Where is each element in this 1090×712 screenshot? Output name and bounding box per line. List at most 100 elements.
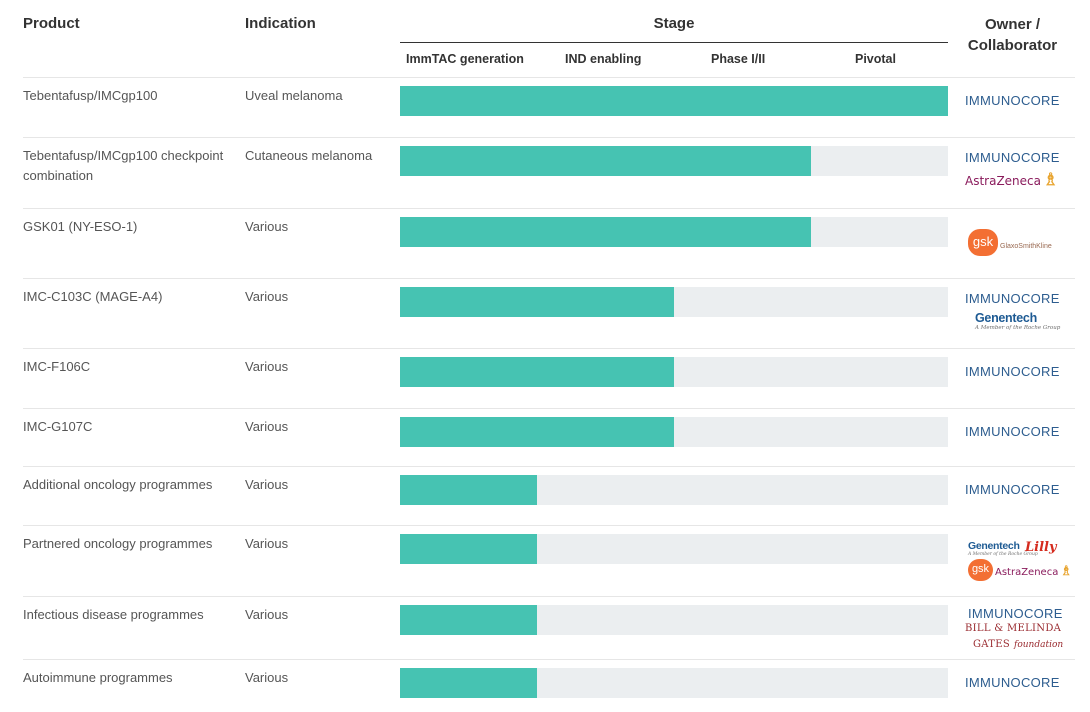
table-row: IMC-C103C (MAGE-A4) Various IMMUNOCORE Gene… (0, 279, 1090, 349)
indication: Various (245, 289, 289, 304)
row-separator (23, 137, 1075, 138)
row-separator (23, 77, 1075, 78)
immunocore-logo: IMMUNOCORE (965, 150, 1060, 165)
genentech-logo-text: Genentech (975, 311, 1037, 325)
gates-logo-line1: BILL & MELINDA (965, 623, 1062, 634)
genentech-logo: Genentech A Member of the Roche Group (975, 311, 1060, 331)
genentech-logo-text: Genentech (968, 540, 1020, 552)
row-separator (23, 466, 1075, 467)
stage-bar-track (400, 605, 948, 635)
astrazeneca-logo: AstraZeneca ♗ (965, 170, 1058, 190)
indication: Various (245, 536, 289, 551)
stage-bar (400, 475, 537, 505)
stage-bar (400, 534, 537, 564)
header-product: Product (23, 15, 80, 32)
row-separator (23, 408, 1075, 409)
row-separator (23, 596, 1075, 597)
table-row: Partnered oncology programmes Various Gene… (0, 526, 1090, 597)
product-name: GSK01 (NY-ESO-1) (23, 219, 138, 234)
stage-bar (400, 357, 674, 387)
astrazeneca-logo: AstraZeneca ♗ (995, 562, 1072, 580)
indication: Various (245, 359, 289, 374)
gates-logo-foundation: foundation (1013, 640, 1064, 650)
stage-bar-track (400, 475, 948, 505)
astrazeneca-logo-text: AstraZeneca (995, 567, 1059, 578)
immunocore-logo: IMMUNOCORE (968, 606, 1063, 621)
stage-bar-track (400, 357, 948, 387)
stage-bar-track (400, 287, 948, 317)
table-row: Autoimmune programmes Various IMMUNOCORE (0, 660, 1090, 712)
genentech-logo: Genentech A Member of the Roche Group (968, 540, 1038, 557)
stage-bar-track (400, 86, 948, 116)
immunocore-logo: IMMUNOCORE (965, 291, 1060, 306)
astrazeneca-symbol-icon: ♗ (1043, 170, 1059, 190)
indication: Various (245, 477, 289, 492)
product-name: IMC-G107C (23, 419, 93, 434)
row-separator (23, 348, 1075, 349)
table-row: Additional oncology programmes Various IMM… (0, 467, 1090, 526)
indication: Cutaneous melanoma (245, 148, 373, 163)
product-name: Additional oncology programmes (23, 477, 213, 492)
indication: Various (245, 607, 289, 622)
gsk-badge-icon: gsk (968, 229, 998, 256)
table-row: Tebentafusp/IMCgp100 Uveal melanoma IMMUNO… (0, 78, 1090, 138)
row-separator (23, 525, 1075, 526)
stage-label-phase-1-2: Phase I/II (711, 52, 766, 66)
stage-bar (400, 217, 811, 247)
astrazeneca-logo-text: AstraZeneca (965, 174, 1041, 188)
stage-bar (400, 668, 537, 698)
indication: Various (245, 219, 289, 234)
table-row: IMC-F106C Various IMMUNOCORE (0, 349, 1090, 409)
stage-bar-track (400, 146, 948, 176)
stage-bar (400, 287, 674, 317)
table-row: GSK01 (NY-ESO-1) Various gsk GlaxoSmithKlin… (0, 209, 1090, 279)
immunocore-logo: IMMUNOCORE (965, 424, 1060, 439)
product-name: Infectious disease programmes (23, 607, 204, 622)
gates-logo: BILL & MELINDA GATES foundation (965, 624, 1063, 652)
indication: Various (245, 419, 289, 434)
table-row: IMC-G107C Various IMMUNOCORE (0, 409, 1090, 467)
gsk-badge-icon: gsk (968, 559, 993, 581)
astrazeneca-symbol-icon: ♗ (1060, 564, 1072, 579)
genentech-logo-subtitle: A Member of the Roche Group (975, 325, 1061, 331)
stage-bar (400, 146, 811, 176)
gates-logo-line2: GATES foundation (965, 634, 1063, 652)
product-name: Tebentafusp/IMCgp100 checkpoint combinat… (23, 148, 224, 183)
lilly-logo: Lilly (1025, 540, 1057, 555)
stage-label-immtac-generation: ImmTAC generation (406, 52, 524, 66)
stage-label-pivotal: Pivotal (855, 52, 896, 66)
product-name: Autoimmune programmes (23, 670, 173, 685)
product-name: Tebentafusp/IMCgp100 (23, 88, 158, 103)
indication: Various (245, 670, 289, 685)
header-indication: Indication (245, 15, 316, 32)
header-stage: Stage (653, 15, 695, 32)
product-name: IMC-C103C (MAGE-A4) (23, 289, 163, 304)
gsk-logo-fullname: GlaxoSmithKline (1000, 243, 1052, 250)
stage-bar (400, 417, 674, 447)
genentech-logo-subtitle: A Member of the Roche Group (968, 552, 1038, 557)
immunocore-logo: IMMUNOCORE (965, 93, 1060, 108)
immunocore-logo: IMMUNOCORE (965, 364, 1060, 379)
immunocore-logo: IMMUNOCORE (965, 675, 1060, 690)
stage-bar (400, 86, 948, 116)
product-name: IMC-F106C (23, 359, 91, 374)
table-row: Infectious disease programmes Various IMMU… (0, 597, 1090, 660)
header-owner-collaborator: Owner / Collaborator (967, 16, 1058, 54)
gates-logo-gates: GATES (973, 639, 1010, 650)
row-separator (23, 278, 1075, 279)
stage-bar-track (400, 534, 948, 564)
stage-label-ind-enabling: IND enabling (565, 52, 642, 66)
table-row: Tebentafusp/IMCgp100 checkpoint combinat… (0, 138, 1090, 209)
row-separator (23, 208, 1075, 209)
immunocore-logo: IMMUNOCORE (965, 482, 1060, 497)
stage-header-rule (400, 42, 948, 43)
row-separator (23, 659, 1075, 660)
stage-bar-track (400, 417, 948, 447)
indication: Uveal melanoma (245, 88, 343, 103)
stage-bar-track (400, 217, 948, 247)
product-name: Partnered oncology programmes (23, 536, 213, 551)
stage-bar-track (400, 668, 948, 698)
stage-bar (400, 605, 537, 635)
